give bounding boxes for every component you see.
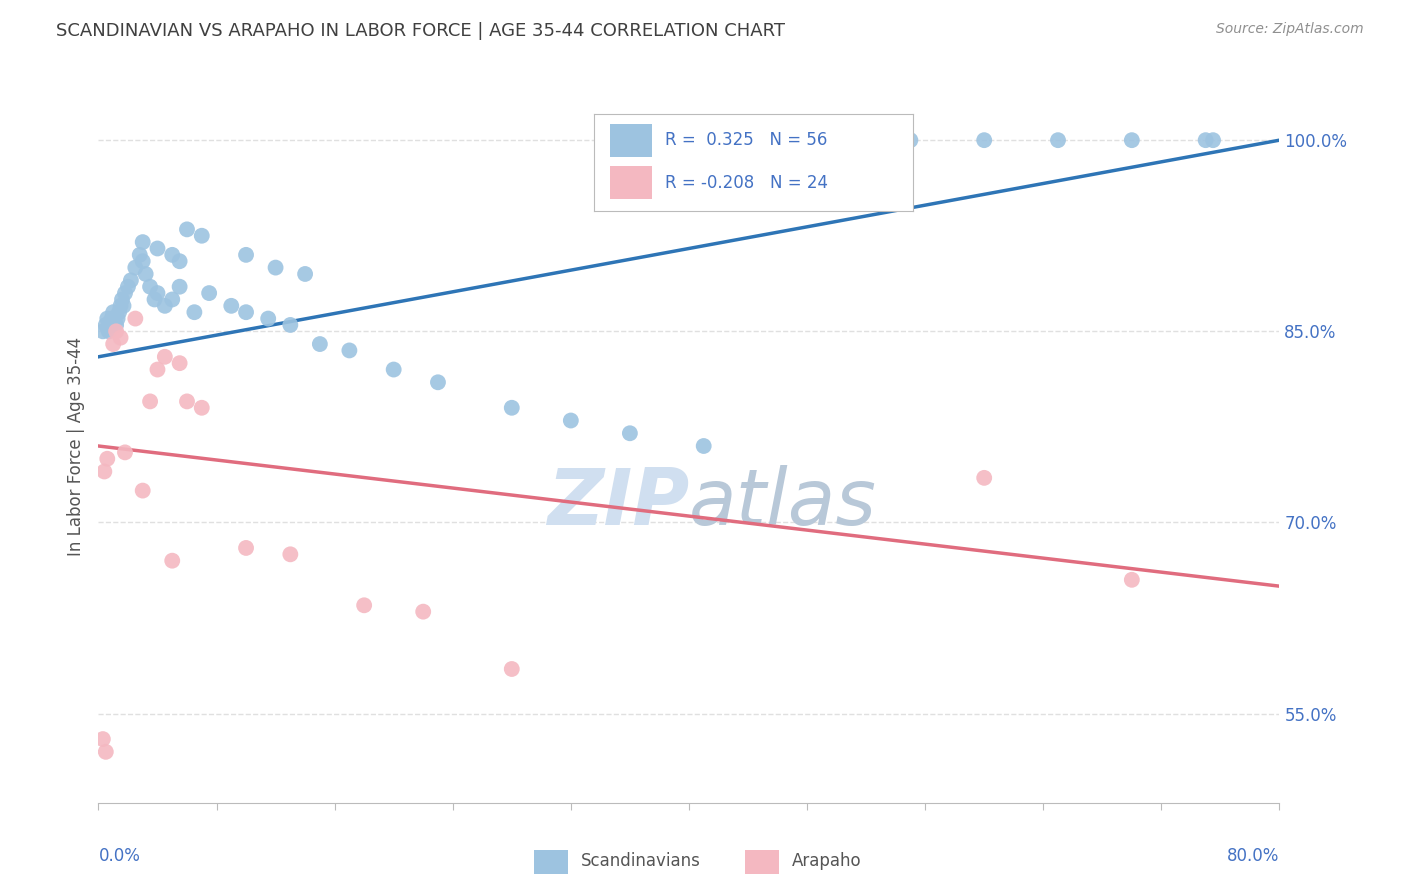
Point [162, 554, 183, 568]
Text: Source: ZipAtlas.com: Source: ZipAtlas.com [1216, 22, 1364, 37]
Point [294, 267, 316, 281]
Point [146, 362, 169, 376]
FancyBboxPatch shape [534, 849, 568, 874]
Point [132, 483, 155, 498]
Y-axis label: In Labor Force | Age 35-44: In Labor Force | Age 35-44 [66, 336, 84, 556]
Text: 0.0%: 0.0% [98, 847, 141, 865]
Point [162, 293, 183, 307]
Point [257, 311, 280, 326]
Point [1202, 133, 1225, 147]
Point [114, 286, 136, 301]
Text: Scandinavians: Scandinavians [581, 852, 700, 870]
FancyBboxPatch shape [610, 166, 652, 199]
Point [91, 732, 114, 747]
Point [100, 311, 122, 326]
Point [278, 547, 302, 561]
Point [169, 279, 191, 293]
Point [169, 356, 191, 370]
Text: R = -0.208   N = 24: R = -0.208 N = 24 [665, 174, 828, 192]
Point [110, 299, 132, 313]
Point [139, 394, 162, 409]
Text: R =  0.325   N = 56: R = 0.325 N = 56 [665, 131, 827, 149]
Point [412, 605, 434, 619]
Point [111, 293, 134, 307]
Point [278, 318, 302, 332]
Point [94, 318, 117, 332]
Point [353, 599, 375, 613]
Point [235, 541, 257, 555]
Point [91, 324, 114, 338]
Point [183, 305, 205, 319]
Point [124, 260, 146, 275]
Point [146, 286, 169, 301]
Point [112, 299, 135, 313]
Point [153, 350, 176, 364]
Point [105, 318, 128, 332]
Point [337, 343, 360, 358]
Point [191, 228, 214, 243]
Point [114, 445, 136, 459]
FancyBboxPatch shape [745, 849, 779, 874]
Text: 80.0%: 80.0% [1227, 847, 1279, 865]
Point [132, 254, 155, 268]
Point [93, 465, 115, 479]
Text: atlas: atlas [689, 465, 877, 541]
Point [124, 311, 146, 326]
Point [96, 311, 118, 326]
Point [132, 235, 155, 249]
Point [693, 439, 716, 453]
Point [1046, 133, 1069, 147]
Point [146, 242, 169, 256]
Point [128, 248, 150, 262]
Point [108, 305, 131, 319]
Point [1121, 133, 1143, 147]
Point [973, 133, 995, 147]
Point [176, 394, 198, 409]
Point [309, 337, 332, 351]
Point [198, 286, 221, 301]
Point [153, 299, 176, 313]
Point [98, 318, 121, 332]
Point [973, 471, 995, 485]
Point [191, 401, 214, 415]
Point [120, 273, 142, 287]
Point [235, 248, 257, 262]
Point [427, 376, 450, 390]
Point [235, 305, 257, 319]
Point [1195, 133, 1218, 147]
Point [501, 662, 523, 676]
Point [94, 745, 117, 759]
Text: SCANDINAVIAN VS ARAPAHO IN LABOR FORCE | AGE 35-44 CORRELATION CHART: SCANDINAVIAN VS ARAPAHO IN LABOR FORCE |… [56, 22, 785, 40]
Point [117, 279, 139, 293]
Point [382, 362, 405, 376]
Point [264, 260, 287, 275]
Point [900, 133, 922, 147]
FancyBboxPatch shape [610, 124, 652, 157]
Point [107, 311, 129, 326]
Point [103, 337, 125, 351]
Point [105, 324, 128, 338]
Point [97, 324, 120, 338]
Point [143, 293, 166, 307]
Text: ZIP: ZIP [547, 465, 689, 541]
Point [104, 311, 127, 326]
Text: Arapaho: Arapaho [792, 852, 862, 870]
Point [619, 426, 641, 441]
Point [501, 401, 523, 415]
Point [139, 279, 162, 293]
Point [96, 451, 118, 466]
Point [135, 267, 157, 281]
Point [169, 254, 191, 268]
Point [103, 305, 125, 319]
Point [110, 331, 132, 345]
Point [176, 222, 198, 236]
Point [1121, 573, 1143, 587]
Point [560, 413, 582, 427]
Point [162, 248, 183, 262]
Point [219, 299, 243, 313]
